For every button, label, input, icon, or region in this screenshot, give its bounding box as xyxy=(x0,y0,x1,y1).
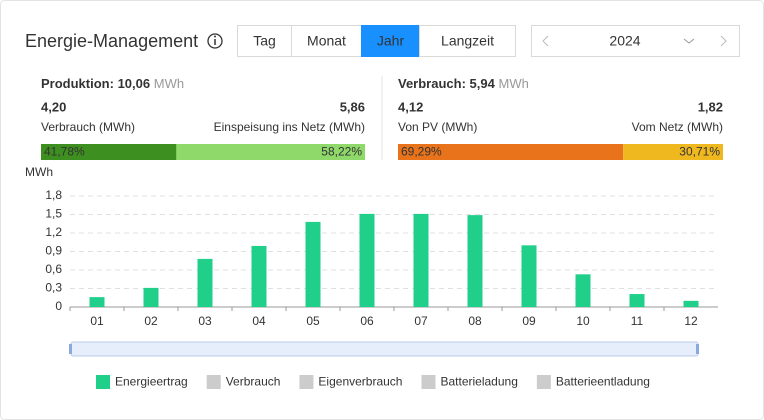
share-bar xyxy=(623,144,723,160)
value-right: 5,86 xyxy=(340,99,365,114)
tab[interactable] xyxy=(419,25,516,57)
share-bar xyxy=(41,144,177,160)
label-right: Einspeisung ins Netz (MWh) xyxy=(214,120,365,134)
slider-track xyxy=(70,341,699,357)
info-circle xyxy=(207,33,223,49)
legend-swatch[interactable] xyxy=(421,375,436,389)
value-right: 1,82 xyxy=(698,99,723,114)
year: 2024 xyxy=(609,33,640,49)
chart: 0 0,3 0,6 0,9 1,2 1,5 1,8 01 02 03 04 05 06 07 08 09 10 1… xyxy=(45,188,718,389)
value-left: 4,12 xyxy=(398,99,423,114)
x-tick-label: 08 xyxy=(468,314,482,328)
next-arrow[interactable] xyxy=(720,35,727,47)
x-tick-label: 06 xyxy=(360,314,374,328)
share-bar xyxy=(176,144,365,160)
x-tick-label: 10 xyxy=(576,314,590,328)
x-tick-label: 02 xyxy=(144,314,158,328)
tab-label: Jahr xyxy=(377,33,405,49)
legend-swatch[interactable] xyxy=(536,375,551,389)
label-left: Verbrauch (MWh) xyxy=(41,120,135,134)
bar xyxy=(521,245,537,307)
bar xyxy=(575,274,591,307)
y-tick-label: 0,3 xyxy=(45,281,62,295)
tab[interactable] xyxy=(291,25,362,57)
label-right: Vom Netz (MWh) xyxy=(632,120,723,134)
share-label: 58,22% xyxy=(321,145,362,159)
legend-label[interactable]: Verbrauch xyxy=(226,375,281,389)
share-bar xyxy=(398,144,624,160)
legend-label[interactable]: Batterieladung xyxy=(440,375,517,389)
tab-group: Tag Monat Jahr Langzeit xyxy=(237,25,516,57)
summary-total: 10,06 xyxy=(118,76,151,91)
bar xyxy=(89,297,105,307)
y-tick-label: 0 xyxy=(55,299,62,313)
summary-unit: MWh xyxy=(498,76,528,91)
summary-label: Verbrauch: xyxy=(398,76,466,91)
slider-handle-left[interactable] xyxy=(69,344,72,354)
zoom-slider[interactable] xyxy=(69,341,699,357)
info-icon[interactable] xyxy=(207,33,223,49)
legend-label[interactable]: Eigenverbrauch xyxy=(318,375,402,389)
summary-total: 5,94 xyxy=(470,76,496,91)
x-tick-label: 03 xyxy=(198,314,212,328)
y-tick-label: 0,9 xyxy=(45,244,62,258)
y-tick-label: 1,8 xyxy=(45,188,62,202)
label-left: Von PV (MWh) xyxy=(398,120,477,134)
info-dot xyxy=(214,35,216,38)
summary-unit: MWh xyxy=(154,76,184,91)
legend-label[interactable]: Batterieentladung xyxy=(556,375,650,389)
summary-label: Produktion: xyxy=(41,76,114,91)
y-axis-label: MWh xyxy=(25,165,53,179)
bar xyxy=(683,300,699,307)
share-label: 30,71% xyxy=(679,145,720,159)
y-tick-label: 1,2 xyxy=(45,225,62,239)
x-tick-label: 12 xyxy=(684,314,698,328)
x-tick-label: 05 xyxy=(306,314,320,328)
bar xyxy=(143,287,159,307)
bar xyxy=(197,258,213,307)
y-tick-label: 0,6 xyxy=(45,262,62,276)
legend-swatch[interactable] xyxy=(299,375,314,389)
x-tick-label: 01 xyxy=(90,314,104,328)
bar xyxy=(305,221,321,307)
x-tick-label: 11 xyxy=(631,314,644,328)
bar xyxy=(413,213,429,307)
bar xyxy=(629,294,645,307)
legend-swatch[interactable] xyxy=(206,375,221,389)
share-label: 41,78% xyxy=(44,145,85,159)
bar xyxy=(251,245,267,307)
prev-arrow[interactable] xyxy=(542,35,549,47)
bar xyxy=(467,215,483,307)
x-tick-label: 09 xyxy=(522,314,536,328)
value-left: 4,20 xyxy=(41,99,66,114)
tab-label: Monat xyxy=(307,33,346,49)
x-tick-label: 04 xyxy=(252,314,266,328)
summary-title: Produktion: 10,06 MWh xyxy=(41,76,184,91)
y-tick-label: 1,5 xyxy=(45,207,62,221)
share-label: 69,29% xyxy=(401,145,442,159)
legend-swatch[interactable] xyxy=(96,375,110,389)
slider-handle-right[interactable] xyxy=(696,344,699,354)
tab-label: Langzeit xyxy=(441,33,494,49)
dropdown-arrow[interactable] xyxy=(683,38,695,44)
tab-label: Tag xyxy=(253,33,276,49)
summary-title: Verbrauch: 5,94 MWh xyxy=(398,76,529,91)
tab[interactable] xyxy=(237,25,292,57)
summary: Produktion: 10,06 MWh 4,20 5,86 Verbrauch … xyxy=(41,76,723,160)
x-tick-label: 07 xyxy=(414,314,428,328)
year-box xyxy=(531,25,740,57)
bar xyxy=(359,213,375,307)
year-selector[interactable]: 2024 xyxy=(531,25,740,57)
title: Energie-Management xyxy=(25,31,198,51)
tab[interactable] xyxy=(361,25,420,57)
legend-label[interactable]: Energieertrag xyxy=(115,375,188,389)
